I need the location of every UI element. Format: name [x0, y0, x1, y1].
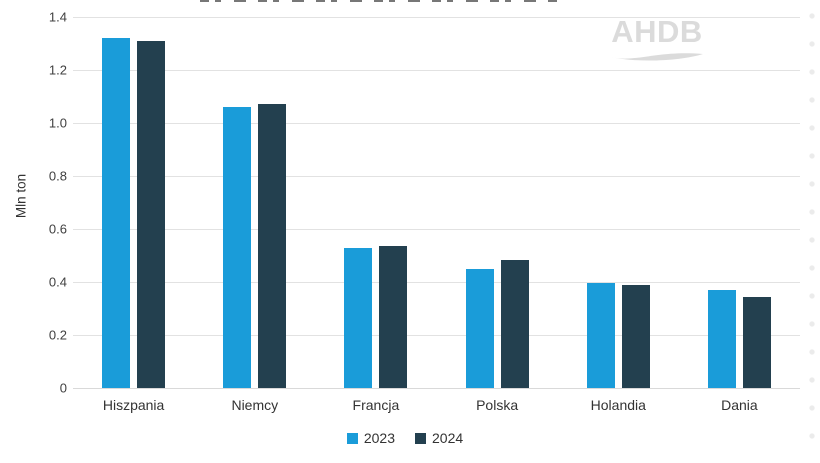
legend-label-2023: 2023 [363, 430, 395, 446]
gridline-1.0 [73, 123, 800, 124]
bar-2023-hiszpania [102, 38, 131, 388]
legend-item-2024: 2024 [415, 430, 463, 446]
gridline-0.6 [73, 229, 800, 230]
cropped-title-fragment [200, 0, 562, 2]
y-tick-1.2: 1.2 [48, 62, 67, 78]
gridline-0 [73, 388, 800, 389]
y-tick-0.4: 0.4 [48, 274, 67, 290]
y-tick-0.6: 0.6 [48, 221, 67, 237]
ahdb-swoosh-icon [611, 53, 703, 61]
bar-2023-polska [465, 268, 494, 388]
right-edge-watermark-marks [805, 4, 819, 456]
bar-2023-dania [707, 290, 736, 388]
bar-2024-hiszpania [137, 40, 166, 388]
bar-2024-holandia [621, 284, 650, 388]
x-label-dania: Dania [721, 397, 758, 413]
y-tick-1.4: 1.4 [48, 9, 67, 25]
legend: 2023 2024 [0, 430, 810, 446]
bar-2023-holandia [586, 283, 615, 388]
bar-2023-niemcy [223, 107, 252, 388]
y-tick-0: 0 [59, 380, 67, 396]
legend-swatch-2023 [346, 432, 358, 444]
gridline-0.8 [73, 176, 800, 177]
legend-swatch-2024 [415, 432, 426, 444]
ahdb-watermark-text: AHDB [611, 14, 703, 49]
y-axis-title: Mln ton [13, 173, 29, 219]
x-label-hiszpania: Hiszpania [102, 397, 165, 413]
y-tick-0.8: 0.8 [48, 168, 67, 184]
x-label-niemcy: Niemcy [231, 397, 279, 413]
gridline-1.2 [73, 70, 800, 71]
legend-item-2023: 2023 [346, 430, 395, 446]
legend-label-2024: 2024 [432, 430, 464, 446]
bar-2024-francja [379, 246, 408, 388]
ahdb-watermark-logo: AHDB [607, 16, 707, 64]
x-label-polska: Polska [476, 397, 519, 413]
x-label-francja: Francja [352, 397, 400, 413]
x-label-holandia: Holandia [590, 397, 646, 413]
bar-2024-niemcy [258, 104, 287, 388]
bar-2024-polska [500, 259, 529, 388]
bar-2024-dania [742, 296, 771, 388]
gridline-1.4 [73, 17, 800, 18]
y-tick-1.0: 1.0 [48, 115, 67, 131]
y-tick-0.2: 0.2 [48, 327, 67, 343]
bar-2023-francja [344, 247, 373, 388]
gridline-0.4 [73, 282, 800, 283]
gridline-0.2 [73, 335, 800, 336]
